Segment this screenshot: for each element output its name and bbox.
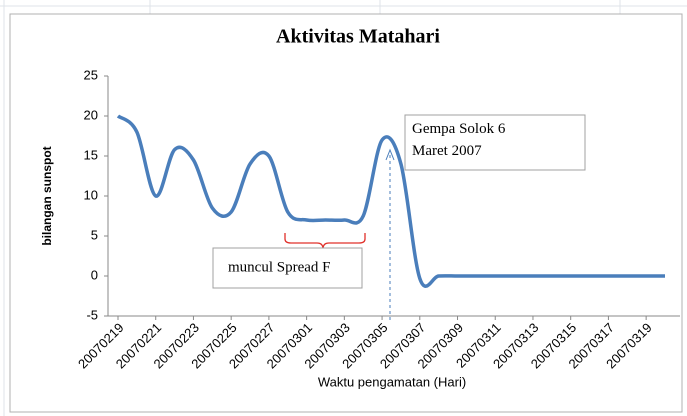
y-tick-label: -5 <box>86 307 98 322</box>
arrow-head <box>385 148 395 161</box>
annotation: Gempa Solok 6 Maret 2007 <box>412 121 506 159</box>
annotation-text: Gempa Solok 6 Maret 2007 <box>412 121 506 159</box>
y-tick-label: 20 <box>84 107 98 122</box>
annotation-box <box>212 247 363 289</box>
data-line <box>116 114 665 288</box>
y-tick-label: 25 <box>84 67 98 82</box>
y-axis-label: bilangan sunspot <box>40 146 54 245</box>
annotation: muncul Spread F <box>228 259 331 275</box>
y-tick-label: 15 <box>84 147 98 162</box>
y-tick-label: 0 <box>91 267 98 282</box>
chart-title: Aktivitas Matahari <box>276 26 440 48</box>
annotation-box <box>404 114 586 171</box>
y-tick-label: 5 <box>91 227 98 242</box>
y-tick-label: 10 <box>84 187 98 202</box>
chart-area <box>9 13 683 413</box>
x-axis-label: Waktu pengamatan (Hari) <box>318 374 466 389</box>
